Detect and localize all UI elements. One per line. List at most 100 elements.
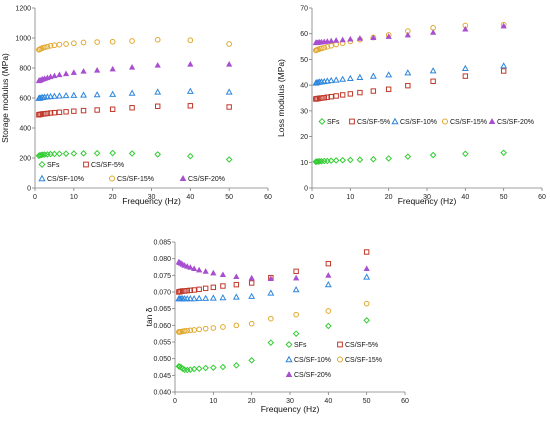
legend-marker xyxy=(285,371,293,378)
data-point xyxy=(233,362,240,369)
data-point xyxy=(80,107,87,114)
x-tick-label: 20 xyxy=(109,194,117,201)
data-point xyxy=(500,22,507,29)
y-tick-label: 40 xyxy=(300,83,308,90)
data-point xyxy=(187,287,194,294)
y-tick-label: 10 xyxy=(300,160,308,167)
data-point xyxy=(430,29,437,35)
y-tick-label: 0.080 xyxy=(153,256,171,263)
data-point xyxy=(248,320,255,327)
data-point xyxy=(339,75,347,82)
data-point xyxy=(248,280,255,286)
x-tick-label: 20 xyxy=(385,194,393,201)
data-point xyxy=(128,64,136,70)
data-point xyxy=(267,275,274,282)
data-point xyxy=(339,156,346,164)
x-tick-label: 30 xyxy=(148,194,156,201)
data-point xyxy=(339,36,346,43)
x-tick-label: 50 xyxy=(363,398,371,405)
legend-label: CS/SF-10% xyxy=(47,176,84,183)
x-tick-label: 60 xyxy=(264,194,272,201)
y-tick-label: 800 xyxy=(19,66,31,73)
data-point xyxy=(347,35,354,42)
data-point xyxy=(363,317,370,324)
y-tick-label: 60 xyxy=(300,31,308,38)
data-point xyxy=(184,263,191,269)
data-point xyxy=(318,157,325,165)
chart-2: 0 10 20 30 40 50 60 0 10 20 30 40 50 60 70 Frequency (H… xyxy=(276,6,546,207)
x-tick-label: 20 xyxy=(248,398,256,405)
data-point xyxy=(187,103,194,109)
legend-label: SFs xyxy=(327,119,340,126)
y-tick-label: 0.060 xyxy=(153,323,171,330)
y-tick-label: 0 xyxy=(27,186,31,193)
legend: SFs CS/SF-5% CS/SF-10% CS/SF-15% CS/SF-20% xyxy=(38,160,225,183)
data-point xyxy=(324,281,332,288)
x-axis-label: Frequency (Hz) xyxy=(122,196,181,206)
data-point xyxy=(293,311,299,318)
data-point xyxy=(219,271,227,278)
data-point xyxy=(363,249,370,255)
data-point xyxy=(385,86,392,92)
data-point xyxy=(248,274,255,281)
legend: SFs CS/SF-5% CS/SF-10% CS/SF-15% CS/SF-20% xyxy=(318,117,534,126)
data-point xyxy=(39,151,47,159)
data-point xyxy=(70,91,78,98)
series-cs-sf-20- xyxy=(175,258,370,282)
data-point xyxy=(363,265,370,272)
data-point xyxy=(181,328,188,334)
data-point xyxy=(47,110,54,116)
data-point xyxy=(62,70,70,77)
data-point xyxy=(184,327,191,334)
data-point xyxy=(220,324,226,330)
x-tick-label: 40 xyxy=(461,194,469,201)
chart-3: 0 10 20 30 40 50 60 0.040 0.045 0.050 0.055 0.060 0.… xyxy=(144,240,409,415)
data-point xyxy=(196,326,202,333)
data-point xyxy=(292,330,300,337)
series-cs-sf-10- xyxy=(35,87,233,101)
y-tick-label: 600 xyxy=(19,96,31,103)
data-point xyxy=(248,292,256,299)
data-point xyxy=(226,41,233,47)
data-point xyxy=(56,41,63,48)
data-point xyxy=(219,294,227,301)
y-tick-label: 1200 xyxy=(15,6,31,13)
data-point xyxy=(109,65,116,72)
data-point xyxy=(129,38,135,44)
data-point xyxy=(385,33,392,39)
y-tick-label: 70 xyxy=(300,6,308,13)
data-point xyxy=(190,295,198,302)
x-tick-label: 60 xyxy=(538,194,546,201)
legend-label: CS/SF-5% xyxy=(91,162,124,169)
data-point xyxy=(333,37,340,43)
data-point xyxy=(56,109,63,115)
data-point xyxy=(292,286,300,293)
y-tick-label: 30 xyxy=(300,108,308,115)
data-point xyxy=(209,294,217,301)
data-point xyxy=(325,272,332,278)
legend-marker xyxy=(337,341,343,348)
y-tick-label: 0.065 xyxy=(153,306,171,313)
data-point xyxy=(80,39,87,46)
data-point xyxy=(385,155,392,162)
series-cs-sf-20- xyxy=(312,22,507,46)
data-point xyxy=(347,156,354,164)
data-point xyxy=(190,365,198,373)
data-point xyxy=(356,73,364,81)
data-point xyxy=(109,38,116,45)
legend-marker xyxy=(285,340,293,349)
data-point xyxy=(500,68,507,74)
data-point xyxy=(267,289,275,296)
data-point xyxy=(500,149,507,157)
data-point xyxy=(196,266,203,273)
data-point xyxy=(321,95,327,101)
legend-label: SFs xyxy=(294,342,307,349)
data-point xyxy=(357,89,363,96)
data-point xyxy=(183,366,191,374)
data-point xyxy=(339,92,346,98)
data-point xyxy=(429,67,437,74)
data-point xyxy=(312,79,320,86)
data-point xyxy=(187,37,194,44)
legend: SFs CS/SF-5% CS/SF-10% CS/SF-15% CS/SF-20% xyxy=(285,340,382,379)
data-point xyxy=(210,269,217,276)
